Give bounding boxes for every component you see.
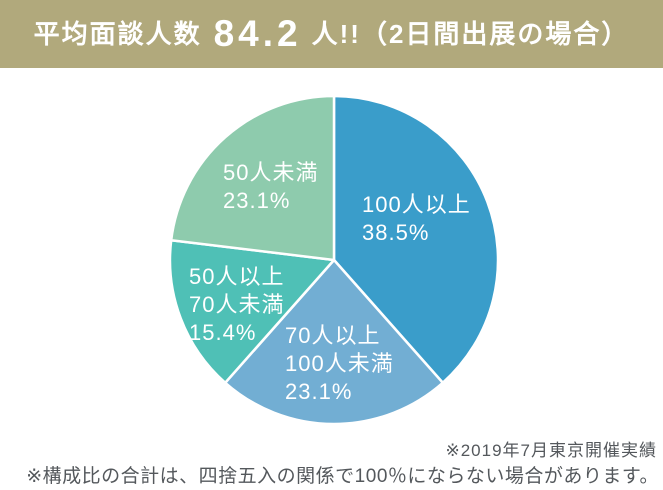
slice-label-line: 100人以上 xyxy=(362,192,471,217)
slice-label-line: 50人未満 xyxy=(223,160,319,185)
slice-label-70-100: 70人以上 100人未満 23.1% xyxy=(285,322,394,406)
slice-label-line: 100人未満 xyxy=(285,351,394,376)
slice-label-line: 70人未満 xyxy=(189,292,285,317)
slice-label-50-70: 50人以上 70人未満 15.4% xyxy=(189,263,284,347)
pie-slice-2 xyxy=(168,238,336,385)
title-banner: 平均面談人数 84.2 人!!（2日間出展の場合） xyxy=(0,0,663,68)
pie-slice-0 xyxy=(332,94,500,385)
slice-label-line: 23.1% xyxy=(285,379,353,404)
slice-label-100-plus: 100人以上 38.5% xyxy=(362,191,471,247)
pie-slice-3 xyxy=(169,94,336,262)
footnote-rounding: ※構成比の合計は、四捨五入の関係で100％にならない場合があります。 xyxy=(26,466,659,487)
slice-label-line: 50人以上 xyxy=(189,264,285,289)
banner-title-prefix: 平均面談人数 xyxy=(33,19,202,49)
slice-label-line: 38.5% xyxy=(362,220,430,245)
banner-title-number: 84.2 xyxy=(213,12,302,54)
slice-label-line: 15.4% xyxy=(189,320,257,345)
banner-title-suffix: 人!!（2日間出展の場合） xyxy=(311,19,630,49)
slice-label-line: 70人以上 xyxy=(285,323,381,348)
pie-slice-1 xyxy=(224,258,444,426)
slice-label-line: 23.1% xyxy=(223,188,291,213)
footnote-event: ※2019年7月東京開催実績 xyxy=(445,441,657,460)
slice-label-under-50: 50人未満 23.1% xyxy=(223,159,318,215)
